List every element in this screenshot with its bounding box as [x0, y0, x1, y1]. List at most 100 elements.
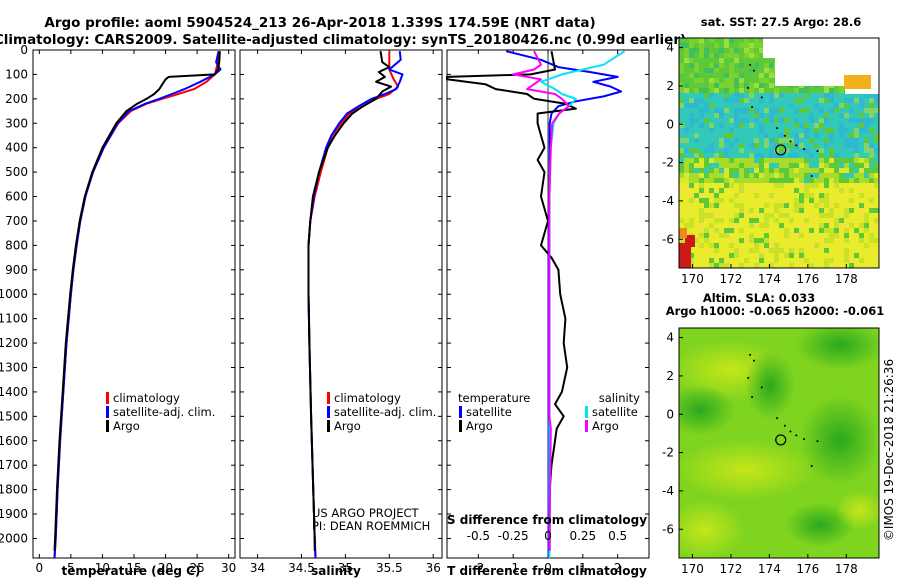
- sst-cell: [854, 128, 859, 133]
- sst-cell: [874, 118, 879, 123]
- sst-cell: [739, 203, 744, 208]
- sst-cell: [719, 103, 724, 108]
- sst-cell: [829, 133, 834, 138]
- sst-cell: [839, 148, 844, 153]
- legend-satellite: satellite-adj. clim.: [334, 405, 436, 419]
- sst-cell: [864, 173, 869, 178]
- sst-cell: [739, 173, 744, 178]
- sst-cell: [874, 178, 879, 183]
- sst-cell: [854, 173, 859, 178]
- x-tick-label: -2: [472, 561, 484, 575]
- sst-cell: [704, 188, 709, 193]
- x-tick-label: 15: [126, 561, 141, 575]
- sst-cell: [779, 253, 784, 258]
- sst-cell: [744, 133, 749, 138]
- sst-cell: [769, 248, 774, 253]
- sst-cell: [864, 248, 869, 253]
- sst-cell: [749, 183, 754, 188]
- sst-cell: [874, 93, 879, 98]
- sst-cell: [719, 93, 724, 98]
- sst-cell: [859, 138, 864, 143]
- sst-cell: [829, 93, 834, 98]
- sst-cell: [859, 98, 864, 103]
- sst-cell: [754, 123, 759, 128]
- sst-cell: [869, 228, 874, 233]
- sst-cell: [739, 103, 744, 108]
- sst-cell: [714, 98, 719, 103]
- sst-cell: [734, 263, 739, 268]
- sst-cell: [764, 143, 769, 148]
- sst-cell: [844, 243, 849, 248]
- sst-cell: [849, 253, 854, 258]
- sst-cell: [784, 183, 789, 188]
- s-diff-tick-label: -0.5: [467, 529, 490, 543]
- sst-cell: [729, 68, 734, 73]
- sst-cell: [799, 178, 804, 183]
- sst-cell: [734, 178, 739, 183]
- sst-cell: [749, 43, 754, 48]
- sst-cell: [749, 263, 754, 268]
- sst-cell: [719, 173, 724, 178]
- sst-cell: [779, 163, 784, 168]
- legend-swatch-sal-satellite: [585, 406, 588, 418]
- sst-cell: [714, 228, 719, 233]
- sst-cell: [769, 118, 774, 123]
- altimetry-low: [745, 350, 795, 420]
- sst-cell: [709, 123, 714, 128]
- sst-cell: [874, 243, 879, 248]
- sst-cell: [729, 263, 734, 268]
- sst-cell: [844, 128, 849, 133]
- sst-cell: [784, 253, 789, 258]
- sst-cell: [719, 243, 724, 248]
- sst-cell: [834, 258, 839, 263]
- sst-cell: [834, 113, 839, 118]
- sst-cell: [789, 113, 794, 118]
- sst-cell: [769, 233, 774, 238]
- sst-cell: [809, 263, 814, 268]
- sst-cell: [859, 143, 864, 148]
- sst-cell: [714, 43, 719, 48]
- sst-cell: [754, 193, 759, 198]
- sst-cell: [864, 228, 869, 233]
- sst-cell: [724, 118, 729, 123]
- series-temperature-argo: [446, 51, 577, 551]
- sst-cell: [724, 138, 729, 143]
- sst-cell: [684, 58, 689, 63]
- sst-cell: [804, 183, 809, 188]
- sst-cell: [689, 218, 694, 223]
- sst-cell: [709, 93, 714, 98]
- sst-cell: [814, 203, 819, 208]
- sst-cell: [854, 118, 859, 123]
- sst-cell: [754, 118, 759, 123]
- sst-cell: [764, 63, 769, 68]
- sst-cell: [874, 103, 879, 108]
- sst-cell: [769, 243, 774, 248]
- sst-cell: [694, 253, 699, 258]
- depth-tick-label: 800: [5, 238, 28, 252]
- sst-cell: [804, 153, 809, 158]
- sst-cell: [874, 233, 879, 238]
- sst-cell: [754, 183, 759, 188]
- sst-cell: [749, 133, 754, 138]
- sst-cell: [829, 123, 834, 128]
- sst-cell: [699, 248, 704, 253]
- island-speck: [753, 359, 755, 362]
- sst-cell: [849, 93, 854, 98]
- sst-cell: [844, 138, 849, 143]
- sst-cell: [774, 123, 779, 128]
- sst-cell: [684, 153, 689, 158]
- sst-cell: [864, 258, 869, 263]
- sst-cell: [684, 208, 689, 213]
- sst-cell: [804, 143, 809, 148]
- sst-cell: [814, 213, 819, 218]
- sst-cell: [784, 208, 789, 213]
- sst-cell: [714, 233, 719, 238]
- sst-cell: [849, 198, 854, 203]
- sst-cell: [709, 198, 714, 203]
- sst-cell: [794, 148, 799, 153]
- depth-tick-label: 0: [20, 43, 28, 57]
- sst-cell: [709, 118, 714, 123]
- sst-cell: [804, 243, 809, 248]
- sst-cell: [734, 78, 739, 83]
- sst-cell: [809, 168, 814, 173]
